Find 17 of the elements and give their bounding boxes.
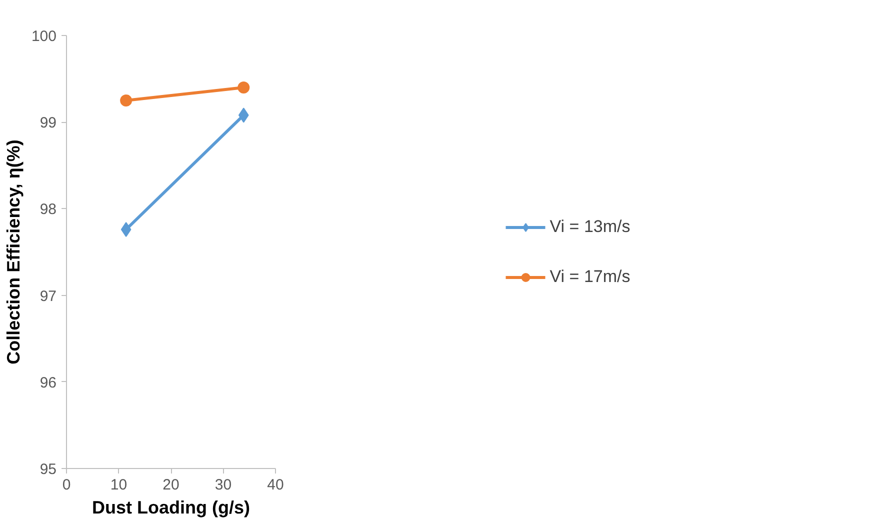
- x-tick-label: 40: [267, 476, 284, 494]
- x-tick-label: 20: [162, 476, 180, 494]
- y-tick-label: 95: [40, 461, 57, 478]
- y-axis-title: Collection Efficiency, η(%): [3, 140, 24, 364]
- x-tick-label: 30: [214, 476, 232, 494]
- y-tick-label: 98: [40, 201, 57, 218]
- x-tick-label: 10: [110, 476, 128, 494]
- x-tick-label: 0: [62, 476, 71, 494]
- point: [238, 81, 250, 94]
- legend-label: Vi = 17m/s: [550, 266, 630, 286]
- point: [120, 94, 132, 106]
- y-tick-label: 100: [31, 28, 57, 45]
- y-tick-label: 96: [40, 374, 57, 392]
- y-tick-label: 97: [40, 288, 57, 305]
- y-tick-label: 99: [40, 114, 57, 132]
- legend-label: Vi = 13m/s: [550, 216, 630, 236]
- x-axis-title: Dust Loading (g/s): [92, 498, 250, 518]
